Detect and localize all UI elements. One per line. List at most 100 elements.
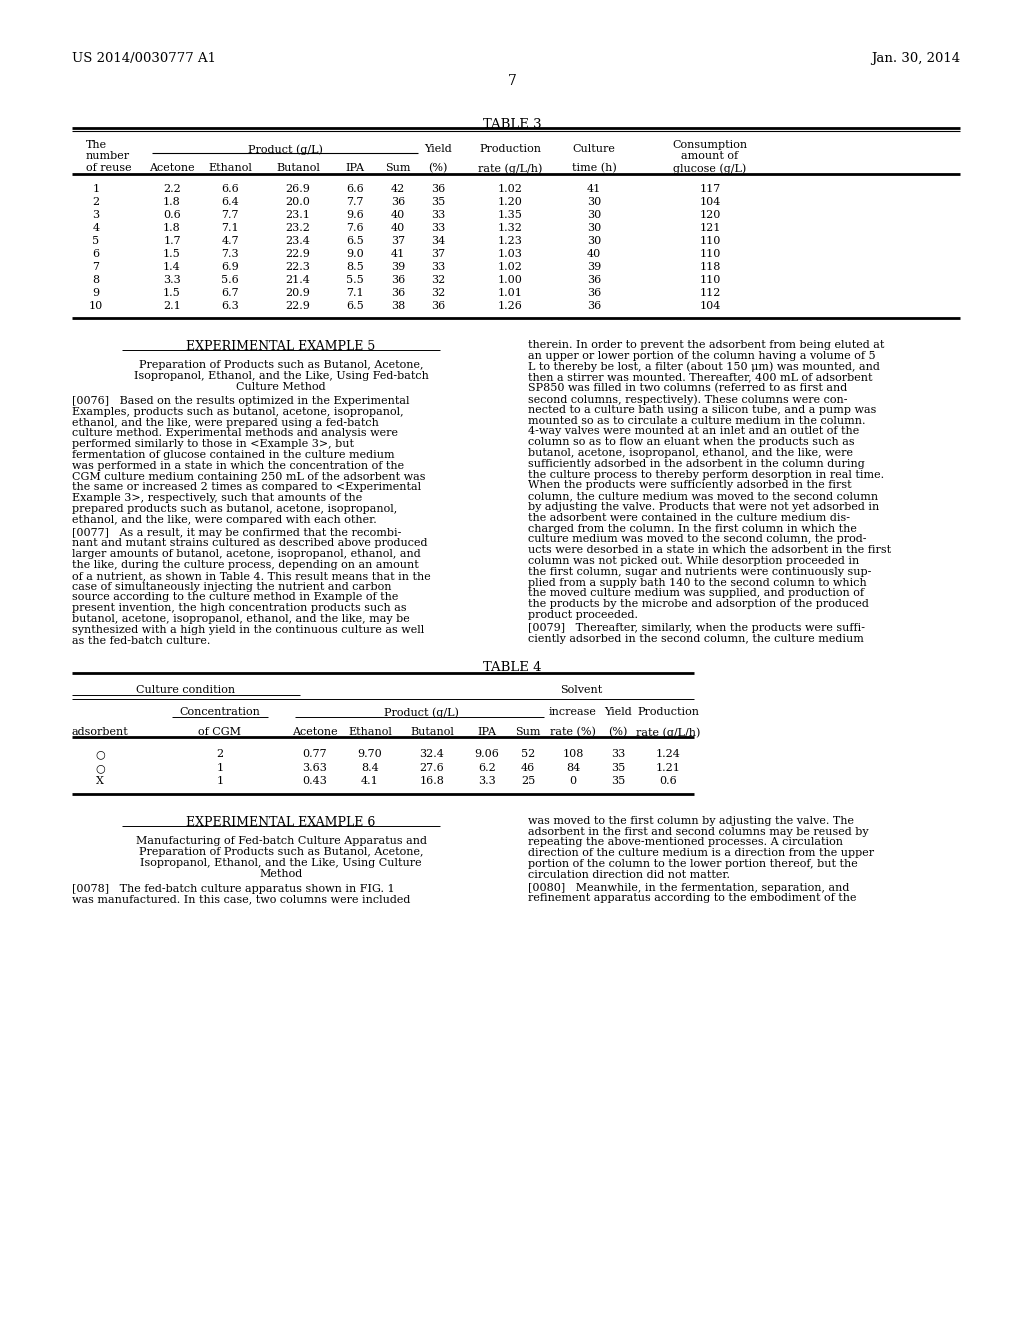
- Text: 1.01: 1.01: [498, 288, 522, 298]
- Text: Acetone: Acetone: [150, 162, 195, 173]
- Text: case of simultaneously injecting the nutrient and carbon: case of simultaneously injecting the nut…: [72, 582, 391, 591]
- Text: refinement apparatus according to the embodiment of the: refinement apparatus according to the em…: [528, 894, 856, 903]
- Text: 1: 1: [92, 183, 99, 194]
- Text: 27.6: 27.6: [420, 763, 444, 774]
- Text: 22.9: 22.9: [286, 249, 310, 259]
- Text: Preparation of Products such as Butanol, Acetone,: Preparation of Products such as Butanol,…: [138, 847, 423, 857]
- Text: 6.2: 6.2: [478, 763, 496, 774]
- Text: 7.7: 7.7: [346, 197, 364, 207]
- Text: Culture: Culture: [572, 144, 615, 154]
- Text: 40: 40: [587, 249, 601, 259]
- Text: 22.9: 22.9: [286, 301, 310, 312]
- Text: column so as to flow an eluant when the products such as: column so as to flow an eluant when the …: [528, 437, 855, 447]
- Text: 4-way valves were mounted at an inlet and an outlet of the: 4-way valves were mounted at an inlet an…: [528, 426, 859, 437]
- Text: 1.21: 1.21: [655, 763, 680, 774]
- Text: 30: 30: [587, 236, 601, 246]
- Text: 8.4: 8.4: [361, 763, 379, 774]
- Text: 23.1: 23.1: [286, 210, 310, 220]
- Text: 1.20: 1.20: [498, 197, 522, 207]
- Text: number: number: [86, 150, 130, 161]
- Text: direction of the culture medium is a direction from the upper: direction of the culture medium is a dir…: [528, 849, 874, 858]
- Text: repeating the above-mentioned processes. A circulation: repeating the above-mentioned processes.…: [528, 837, 843, 847]
- Text: 1.7: 1.7: [163, 236, 181, 246]
- Text: 7.1: 7.1: [346, 288, 364, 298]
- Text: 36: 36: [587, 301, 601, 312]
- Text: 6.6: 6.6: [346, 183, 364, 194]
- Text: ethanol, and the like, were prepared using a fed-batch: ethanol, and the like, were prepared usi…: [72, 417, 379, 428]
- Text: 4.1: 4.1: [361, 776, 379, 787]
- Text: 10: 10: [89, 301, 103, 312]
- Text: 104: 104: [699, 197, 721, 207]
- Text: therein. In order to prevent the adsorbent from being eluted at: therein. In order to prevent the adsorbe…: [528, 341, 885, 350]
- Text: 110: 110: [699, 275, 721, 285]
- Text: synthesized with a high yield in the continuous culture as well: synthesized with a high yield in the con…: [72, 624, 424, 635]
- Text: 20.0: 20.0: [286, 197, 310, 207]
- Text: 2.2: 2.2: [163, 183, 181, 194]
- Text: butanol, acetone, isopropanol, ethanol, and the like, were: butanol, acetone, isopropanol, ethanol, …: [528, 447, 853, 458]
- Text: 36: 36: [431, 301, 445, 312]
- Text: was moved to the first column by adjusting the valve. The: was moved to the first column by adjusti…: [528, 816, 854, 826]
- Text: 32.4: 32.4: [420, 750, 444, 759]
- Text: was manufactured. In this case, two columns were included: was manufactured. In this case, two colu…: [72, 895, 411, 904]
- Text: was performed in a state in which the concentration of the: was performed in a state in which the co…: [72, 461, 404, 471]
- Text: When the products were sufficiently adsorbed in the first: When the products were sufficiently adso…: [528, 480, 852, 491]
- Text: 39: 39: [587, 261, 601, 272]
- Text: nected to a culture bath using a silicon tube, and a pump was: nected to a culture bath using a silicon…: [528, 405, 877, 414]
- Text: 35: 35: [611, 763, 625, 774]
- Text: TABLE 4: TABLE 4: [482, 661, 542, 675]
- Text: 30: 30: [587, 197, 601, 207]
- Text: 7.6: 7.6: [346, 223, 364, 234]
- Text: rate (%): rate (%): [550, 727, 596, 738]
- Text: 110: 110: [699, 249, 721, 259]
- Text: Examples, products such as butanol, acetone, isopropanol,: Examples, products such as butanol, acet…: [72, 407, 403, 417]
- Text: 21.4: 21.4: [286, 275, 310, 285]
- Text: 104: 104: [699, 301, 721, 312]
- Text: 1.26: 1.26: [498, 301, 522, 312]
- Text: 22.3: 22.3: [286, 261, 310, 272]
- Text: increase: increase: [549, 708, 597, 717]
- Text: culture method. Experimental methods and analysis were: culture method. Experimental methods and…: [72, 429, 398, 438]
- Text: 6.3: 6.3: [221, 301, 239, 312]
- Text: larger amounts of butanol, acetone, isopropanol, ethanol, and: larger amounts of butanol, acetone, isop…: [72, 549, 421, 560]
- Text: present invention, the high concentration products such as: present invention, the high concentratio…: [72, 603, 407, 614]
- Text: 6.5: 6.5: [346, 236, 364, 246]
- Text: Solvent: Solvent: [560, 685, 602, 696]
- Text: 36: 36: [391, 197, 406, 207]
- Text: 38: 38: [391, 301, 406, 312]
- Text: Yield: Yield: [424, 144, 452, 154]
- Text: [0077]   As a result, it may be confirmed that the recombi-: [0077] As a result, it may be confirmed …: [72, 528, 401, 537]
- Text: Ethanol: Ethanol: [348, 727, 392, 738]
- Text: 36: 36: [587, 275, 601, 285]
- Text: Butanol: Butanol: [410, 727, 454, 738]
- Text: 33: 33: [431, 261, 445, 272]
- Text: 33: 33: [431, 210, 445, 220]
- Text: 1: 1: [216, 763, 223, 774]
- Text: the same or increased 2 times as compared to <Experimental: the same or increased 2 times as compare…: [72, 482, 421, 492]
- Text: 112: 112: [699, 288, 721, 298]
- Text: 1.4: 1.4: [163, 261, 181, 272]
- Text: 36: 36: [391, 288, 406, 298]
- Text: adsorbent in the first and second columns may be reused by: adsorbent in the first and second column…: [528, 826, 868, 837]
- Text: 6.6: 6.6: [221, 183, 239, 194]
- Text: ucts were desorbed in a state in which the adsorbent in the first: ucts were desorbed in a state in which t…: [528, 545, 891, 556]
- Text: Sum: Sum: [385, 162, 411, 173]
- Text: of a nutrient, as shown in Table 4. This result means that in the: of a nutrient, as shown in Table 4. This…: [72, 570, 431, 581]
- Text: 2.1: 2.1: [163, 301, 181, 312]
- Text: [0080]   Meanwhile, in the fermentation, separation, and: [0080] Meanwhile, in the fermentation, s…: [528, 883, 849, 892]
- Text: 1.5: 1.5: [163, 288, 181, 298]
- Text: 1.02: 1.02: [498, 261, 522, 272]
- Text: plied from a supply bath 140 to the second column to which: plied from a supply bath 140 to the seco…: [528, 578, 866, 587]
- Text: 1.23: 1.23: [498, 236, 522, 246]
- Text: then a stirrer was mounted. Thereafter, 400 mL of adsorbent: then a stirrer was mounted. Thereafter, …: [528, 372, 872, 383]
- Text: EXPERIMENTAL EXAMPLE 6: EXPERIMENTAL EXAMPLE 6: [186, 816, 376, 829]
- Text: 36: 36: [431, 183, 445, 194]
- Text: 9: 9: [92, 288, 99, 298]
- Text: column, the culture medium was moved to the second column: column, the culture medium was moved to …: [528, 491, 879, 502]
- Text: IPA: IPA: [477, 727, 497, 738]
- Text: 7: 7: [508, 74, 516, 88]
- Text: source according to the culture method in Example of the: source according to the culture method i…: [72, 593, 398, 602]
- Text: Production: Production: [637, 708, 699, 717]
- Text: 3.63: 3.63: [302, 763, 328, 774]
- Text: charged from the column. In the first column in which the: charged from the column. In the first co…: [528, 524, 857, 533]
- Text: 5.6: 5.6: [221, 275, 239, 285]
